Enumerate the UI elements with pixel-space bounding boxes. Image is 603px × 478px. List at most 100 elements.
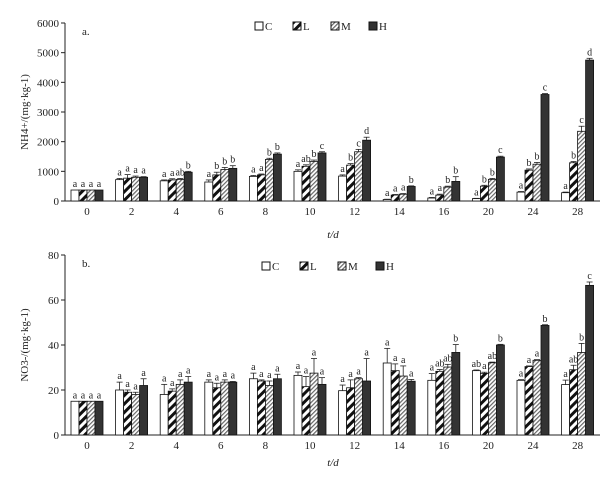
significance-letter: ab (175, 167, 184, 178)
bar-M-10 (309, 372, 319, 436)
significance-letter: b (312, 149, 317, 160)
significance-letter: a (215, 372, 220, 383)
x-tick-label: 6 (218, 206, 224, 218)
bar-M-16 (443, 186, 453, 202)
bar-H-6 (228, 381, 238, 436)
bar-M-20 (487, 362, 497, 436)
significance-letter: a (251, 164, 256, 175)
x-tick-label: 8 (263, 440, 269, 452)
bar-H-20 (495, 156, 505, 202)
bar-L-24 (524, 169, 534, 202)
significance-letter: ab (488, 351, 497, 362)
bar-M-14 (398, 375, 408, 436)
y-tick-label: 3000 (37, 107, 60, 119)
bar-C-2 (115, 389, 124, 436)
significance-letter: c (320, 141, 325, 152)
y-tick-label: 0 (54, 196, 60, 208)
significance-letter: b (267, 147, 272, 158)
significance-letter: a (304, 366, 309, 377)
significance-letter: a (81, 179, 86, 190)
bar-C-4 (159, 180, 169, 202)
bar-H-8 (272, 378, 282, 436)
significance-letter: a (296, 159, 301, 170)
significance-letter: a (320, 367, 325, 378)
bar-H-24 (540, 325, 550, 436)
x-tick-label: 0 (84, 440, 90, 452)
significance-letter: a (89, 390, 94, 401)
significance-letter: ab (443, 353, 452, 364)
bar-H-2 (139, 385, 149, 436)
bar-H-4 (183, 171, 193, 202)
bar-H-10 (317, 152, 327, 202)
significance-letter: b (348, 153, 353, 164)
y-axis-label: NO3-/(mg·kg-1) (19, 308, 31, 382)
x-tick-label: 16 (438, 206, 450, 218)
significance-letter: b (527, 158, 532, 169)
bar-M-4 (175, 178, 185, 202)
significance-letter: a (178, 369, 183, 380)
significance-letter: a (409, 368, 414, 379)
bar-L-0 (78, 400, 88, 436)
significance-letter: a (207, 169, 212, 180)
legend-label: L (303, 21, 310, 33)
x-tick-label: 14 (394, 206, 406, 218)
bar-C-20 (471, 198, 481, 202)
significance-letter: a (356, 367, 361, 378)
x-tick-label: 8 (263, 206, 269, 218)
bar-M-14 (398, 193, 408, 202)
bar-M-8 (264, 385, 274, 436)
bar-L-12 (346, 387, 356, 436)
panel-a: 0 1000 2000 3000 4000 5000 6000 a. NH4+/(mg·kg-1… (19, 18, 600, 241)
significance-letter: a (207, 369, 212, 380)
legend-label: H (379, 21, 387, 33)
bar-C-2 (115, 179, 124, 202)
bar-C-8 (248, 175, 258, 202)
significance-letter: a (296, 361, 301, 372)
x-tick-label: 12 (349, 206, 360, 218)
bar-C-6 (204, 181, 214, 202)
bar-C-28 (561, 384, 570, 436)
x-axis-label: t/d (327, 229, 339, 241)
significance-letter: a (251, 362, 256, 373)
significance-letter: a (89, 179, 94, 190)
significance-letter: a (430, 363, 435, 374)
bar-L-2 (123, 177, 132, 202)
bar-C-8 (248, 378, 258, 436)
legend-label: C (272, 261, 279, 273)
legend-label: M (341, 21, 351, 33)
bar-C-6 (204, 381, 214, 436)
significance-letter: a (385, 337, 390, 348)
significance-letter: d (587, 47, 592, 58)
x-tick-label: 24 (528, 440, 540, 452)
legend-swatch-H (368, 21, 378, 31)
x-tick-label: 20 (483, 206, 495, 218)
x-tick-label: 4 (173, 206, 179, 218)
significance-letter: a (340, 164, 345, 175)
bar-H-12 (362, 380, 372, 436)
bar-C-4 (159, 394, 169, 436)
bar-H-14 (406, 380, 416, 436)
significance-letter: a (170, 378, 175, 389)
bar-L-16 (435, 194, 445, 202)
x-tick-label: 2 (129, 440, 135, 452)
significance-letter: a (348, 369, 353, 380)
bar-C-12 (338, 175, 348, 202)
y-tick-label: 1000 (37, 166, 60, 178)
significance-letter: a (186, 366, 191, 377)
significance-letter: a (482, 361, 487, 372)
significance-letter: a (401, 183, 406, 194)
legend-swatch-C (261, 261, 271, 271)
bar-C-24 (516, 191, 526, 202)
significance-letter: a (125, 379, 130, 390)
legend-label: H (386, 261, 394, 273)
bar-M-0 (86, 400, 96, 436)
significance-letter: a (393, 353, 398, 364)
significance-letter: a (141, 368, 146, 379)
significance-letter: b (230, 155, 235, 166)
bar-C-16 (427, 379, 437, 436)
bar-L-10 (301, 386, 311, 436)
bar-H-2 (139, 176, 149, 202)
significance-letter: a (275, 363, 280, 374)
bar-M-24 (532, 359, 542, 436)
bar-M-0 (86, 189, 96, 202)
